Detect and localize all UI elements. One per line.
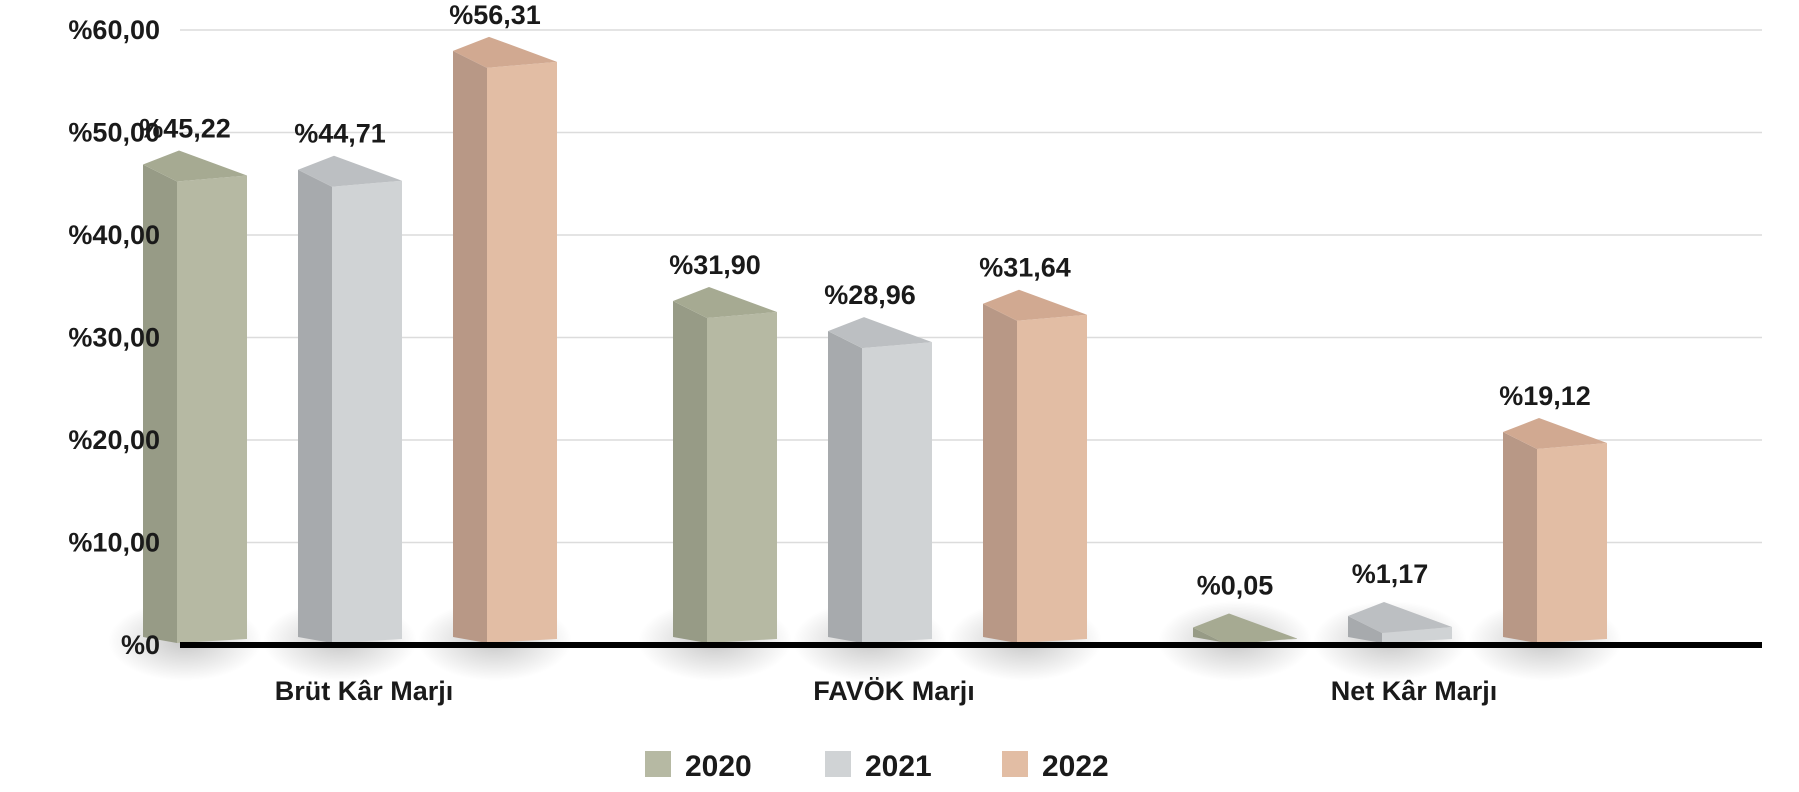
bar-top-face (1348, 602, 1452, 634)
bar-top-face (453, 36, 557, 68)
grid-lines (180, 29, 1762, 544)
data-label: %56,31 (449, 0, 541, 30)
bar-front-face (332, 180, 402, 643)
y-tick-label: %50,00 (68, 118, 160, 148)
legend-swatch (825, 751, 851, 777)
y-tick-label: %60,00 (68, 15, 160, 45)
bar (828, 317, 932, 643)
data-label: %31,64 (979, 253, 1071, 283)
bar-front-face (1382, 627, 1452, 643)
legend-swatch (645, 751, 671, 777)
y-tick-label: %0 (121, 630, 160, 660)
bar-front-face (707, 312, 777, 643)
data-label: %28,96 (824, 280, 916, 310)
y-tick-label: %30,00 (68, 323, 160, 353)
bar (453, 36, 557, 643)
bar (1348, 602, 1452, 643)
data-label: %31,90 (669, 250, 761, 280)
data-label: %45,22 (139, 113, 231, 143)
x-tick-label: FAVÖK Marjı (813, 676, 975, 706)
bar-front-face (1017, 314, 1087, 643)
bar (983, 289, 1087, 643)
y-tick-label: %10,00 (68, 528, 160, 558)
bar-side-face (983, 303, 1017, 643)
data-label: %0,05 (1197, 570, 1274, 600)
bar-front-face (1537, 443, 1607, 643)
axis: %0 %10,00 %20,00 %30,00 %40,00 %50,00 %60,00 Br… (68, 15, 1762, 706)
bars (143, 36, 1607, 645)
bar (1503, 418, 1607, 643)
bar-side-face (828, 331, 862, 643)
legend-item: 2022 (1002, 750, 1109, 783)
legend: 2020 2021 2022 (645, 750, 1109, 783)
data-label: %19,12 (1499, 381, 1591, 411)
bar-side-face (298, 169, 332, 643)
bar-top-face (983, 289, 1087, 321)
y-tick-label: %20,00 (68, 425, 160, 455)
bar-front-face (487, 61, 557, 643)
bar-side-face (1503, 432, 1537, 643)
legend-item: 2021 (825, 750, 932, 783)
bar-front-face (177, 175, 247, 643)
bar-top-face (1503, 418, 1607, 450)
legend-label: 2021 (865, 750, 932, 783)
legend-item: 2020 (645, 750, 752, 783)
bar-top-face (1193, 613, 1297, 645)
bar-top-face (298, 155, 402, 187)
bar-side-face (453, 50, 487, 643)
data-label: %44,71 (294, 119, 386, 149)
bar-side-face (1348, 616, 1382, 643)
data-label: %1,17 (1352, 559, 1429, 589)
data-labels: %45,22 %31,90 %0,05 %44,71 %28,96 %1,17 %56,31… (139, 0, 1591, 600)
bar-side-face (673, 301, 707, 643)
bar-front-face (862, 342, 932, 643)
y-tick-label: %40,00 (68, 220, 160, 250)
legend-swatch (1002, 751, 1028, 777)
x-tick-label: Net Kâr Marjı (1331, 676, 1498, 706)
bar-top-face (828, 317, 932, 349)
bar (298, 155, 402, 643)
bar-top-face (673, 287, 777, 319)
legend-label: 2022 (1042, 750, 1109, 783)
bar-side-face (143, 164, 177, 643)
bar (143, 150, 247, 643)
legend-label: 2020 (685, 750, 752, 783)
x-tick-label: Brüt Kâr Marjı (275, 676, 454, 706)
bar (673, 287, 777, 643)
bar-top-face (143, 150, 247, 182)
